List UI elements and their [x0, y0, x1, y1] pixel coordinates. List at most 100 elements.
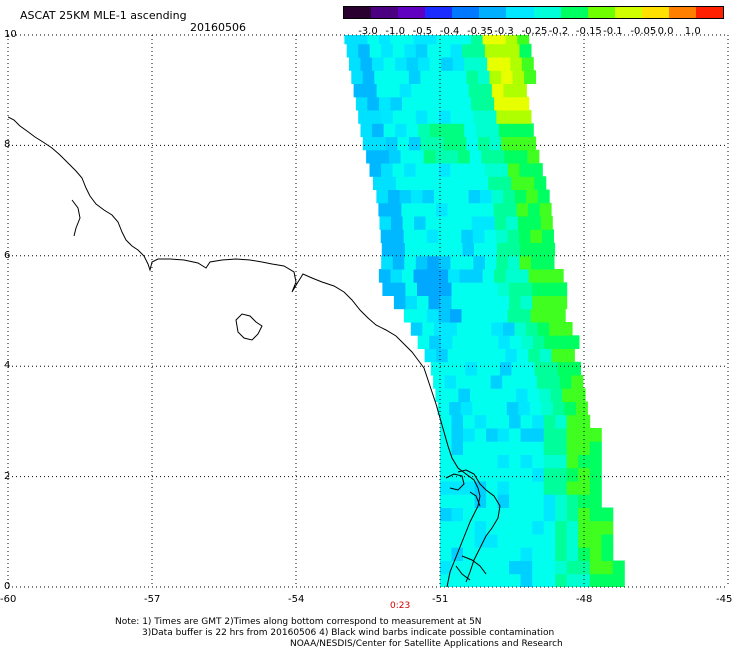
swath-cell [528, 348, 541, 363]
swath-cell [601, 573, 614, 587]
swath-cell [392, 43, 405, 58]
swath-cell [505, 35, 518, 45]
swath-cell [436, 96, 449, 111]
swath-cell [369, 43, 382, 58]
credit-line: NOAA/NESDIS/Center for Satellite Applica… [290, 639, 563, 649]
swath-cell [404, 163, 417, 177]
swath-cell [474, 295, 487, 310]
swath-cell [414, 216, 427, 230]
swath-cell [486, 414, 499, 429]
colorbar-segment [641, 7, 669, 18]
swath-cell [405, 282, 418, 296]
swath-cell [450, 308, 462, 323]
swath-cell [415, 255, 428, 270]
colorbar-label: -0.25 [521, 26, 548, 37]
swath-cell [447, 202, 460, 217]
swath-cell [555, 441, 568, 455]
amazon-delta [445, 473, 481, 507]
swath-cell [440, 335, 453, 349]
swath-cell [543, 494, 556, 508]
swath-cell [474, 441, 487, 455]
swath-cell [447, 348, 460, 363]
swath-cell [413, 96, 426, 111]
swath-cell [402, 96, 414, 111]
swath-cell [486, 573, 499, 587]
swath-cell [399, 189, 412, 204]
swath-cell [555, 467, 568, 482]
swath-cell [516, 388, 528, 402]
swath-cell [507, 163, 520, 177]
swath-cell [355, 96, 368, 111]
swath-cell [486, 282, 499, 296]
swath-cell [461, 255, 474, 270]
swath-cell [505, 269, 518, 283]
swath-cell [485, 242, 498, 257]
swath-cell [468, 322, 481, 336]
swath-cell [412, 149, 425, 164]
swath-cell [404, 242, 417, 257]
swath-cell [559, 375, 572, 389]
swath-cell [517, 96, 530, 111]
swath-cell [474, 547, 487, 561]
swath-cell [397, 70, 410, 84]
swath-cell [378, 96, 391, 111]
swath-cell [509, 547, 522, 561]
swath-cell [612, 560, 625, 575]
swath-cell [506, 401, 519, 416]
swath-cell [448, 96, 461, 111]
swath-cell [529, 401, 542, 416]
swath-cell [522, 361, 535, 376]
swath-cell [589, 494, 602, 508]
swath-cell [491, 189, 504, 204]
swath-cell [440, 481, 452, 495]
swath-cell [498, 335, 511, 349]
colorbar-segment [371, 7, 399, 18]
swath-cell [532, 414, 545, 429]
swath-cell [543, 428, 556, 442]
swath-cell [512, 70, 525, 84]
swath-cell [463, 507, 475, 522]
swath-cell [450, 43, 463, 58]
swath-cell [483, 216, 496, 230]
swath-cell [509, 560, 522, 575]
swath-cell [478, 70, 490, 84]
y-axis-labels: 10 8 6 4 2 0 [0, 0, 20, 650]
swath-cell [521, 57, 534, 71]
swath-cell [440, 494, 452, 508]
colorbar-label: -0.1 [603, 26, 623, 37]
swath-cell [457, 189, 470, 204]
swath-cell [520, 560, 533, 575]
x-tick-label: -45 [716, 594, 733, 605]
swath-cell [539, 388, 552, 402]
swath-cell [459, 35, 472, 45]
swath-cell [543, 295, 556, 310]
swath-cell [569, 361, 581, 376]
swath-cell [404, 43, 417, 58]
swath-cell [463, 494, 475, 508]
swath-cell [390, 96, 403, 111]
swath-cell [455, 136, 467, 151]
swath-cell [589, 520, 602, 535]
swath-cell [451, 282, 464, 296]
swath-cell [448, 35, 461, 45]
swath-cell [381, 242, 394, 257]
swath-cell [395, 57, 408, 71]
swath-cell [384, 176, 397, 190]
colorbar-segment [560, 7, 588, 18]
colorbar-labels: -3.0 -1.0 -0.5 -0.4 -0.35 -0.3 -0.25 -0.2 -0.15-… [0, 26, 740, 38]
swath-cell [462, 242, 475, 257]
swath-cell [502, 375, 515, 389]
swath-cell [562, 388, 575, 402]
swath-cell [519, 308, 532, 323]
swath-cell [486, 295, 499, 310]
swath-cell [501, 136, 514, 151]
swath-cell [473, 255, 486, 270]
swath-cell [497, 520, 510, 535]
swath-cell [509, 335, 522, 349]
swath-cell [509, 282, 522, 296]
swath-cell [508, 110, 520, 124]
swath-cell [463, 534, 475, 548]
swath-cell [444, 375, 457, 389]
swath-cell [474, 454, 487, 469]
swath-cell [358, 110, 371, 124]
